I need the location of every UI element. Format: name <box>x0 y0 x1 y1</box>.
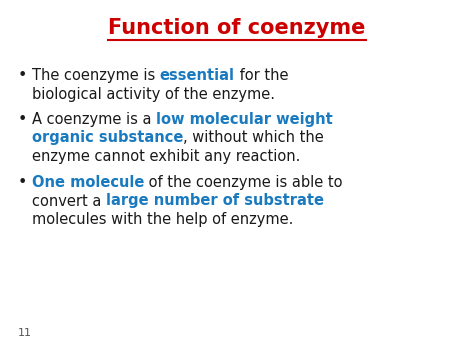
Text: , without which the: , without which the <box>183 131 324 146</box>
Text: large number of substrate: large number of substrate <box>106 193 324 208</box>
Text: One molecule: One molecule <box>32 175 145 190</box>
Text: biological activity of the enzyme.: biological activity of the enzyme. <box>32 87 275 102</box>
Text: for the: for the <box>235 68 288 83</box>
Text: A coenzyme is a: A coenzyme is a <box>32 112 156 127</box>
Text: 11: 11 <box>18 328 32 338</box>
Text: enzyme cannot exhibit any reaction.: enzyme cannot exhibit any reaction. <box>32 149 301 164</box>
Text: of the coenzyme is able to: of the coenzyme is able to <box>145 175 343 190</box>
Text: organic substance: organic substance <box>32 131 183 146</box>
Text: convert a: convert a <box>32 193 106 208</box>
Text: The coenzyme is: The coenzyme is <box>32 68 160 83</box>
Text: essential: essential <box>160 68 235 83</box>
Text: Function of coenzyme: Function of coenzyme <box>109 18 365 38</box>
Text: molecules with the help of enzyme.: molecules with the help of enzyme. <box>32 212 293 227</box>
Text: •: • <box>18 68 27 83</box>
Text: •: • <box>18 112 27 127</box>
Text: low molecular weight: low molecular weight <box>156 112 333 127</box>
Text: •: • <box>18 175 27 190</box>
